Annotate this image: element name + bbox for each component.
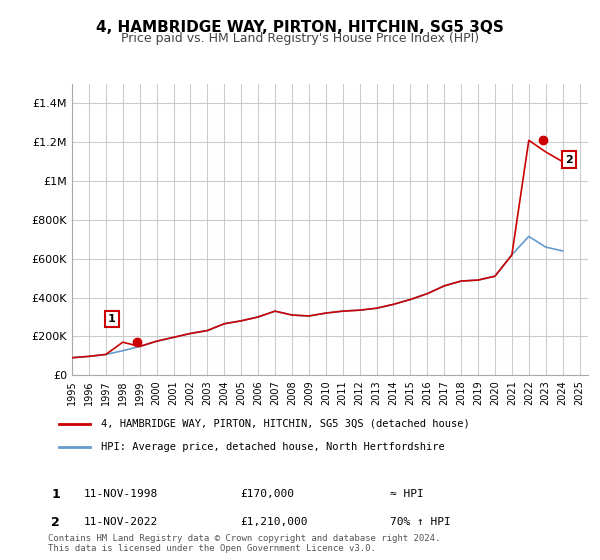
Text: Price paid vs. HM Land Registry's House Price Index (HPI): Price paid vs. HM Land Registry's House … bbox=[121, 32, 479, 45]
Text: 11-NOV-1998: 11-NOV-1998 bbox=[84, 489, 158, 500]
Text: Contains HM Land Registry data © Crown copyright and database right 2024.
This d: Contains HM Land Registry data © Crown c… bbox=[48, 534, 440, 553]
Text: ≈ HPI: ≈ HPI bbox=[390, 489, 424, 500]
Text: £1,210,000: £1,210,000 bbox=[240, 517, 308, 528]
Text: 11-NOV-2022: 11-NOV-2022 bbox=[84, 517, 158, 528]
Text: 1: 1 bbox=[108, 314, 116, 324]
Text: HPI: Average price, detached house, North Hertfordshire: HPI: Average price, detached house, Nort… bbox=[101, 442, 445, 452]
Text: 4, HAMBRIDGE WAY, PIRTON, HITCHIN, SG5 3QS (detached house): 4, HAMBRIDGE WAY, PIRTON, HITCHIN, SG5 3… bbox=[101, 419, 470, 429]
Text: 2: 2 bbox=[52, 516, 60, 529]
Text: 1: 1 bbox=[52, 488, 60, 501]
Text: 4, HAMBRIDGE WAY, PIRTON, HITCHIN, SG5 3QS: 4, HAMBRIDGE WAY, PIRTON, HITCHIN, SG5 3… bbox=[96, 20, 504, 35]
Text: 2: 2 bbox=[565, 155, 572, 165]
Text: £170,000: £170,000 bbox=[240, 489, 294, 500]
Text: 70% ↑ HPI: 70% ↑ HPI bbox=[390, 517, 451, 528]
